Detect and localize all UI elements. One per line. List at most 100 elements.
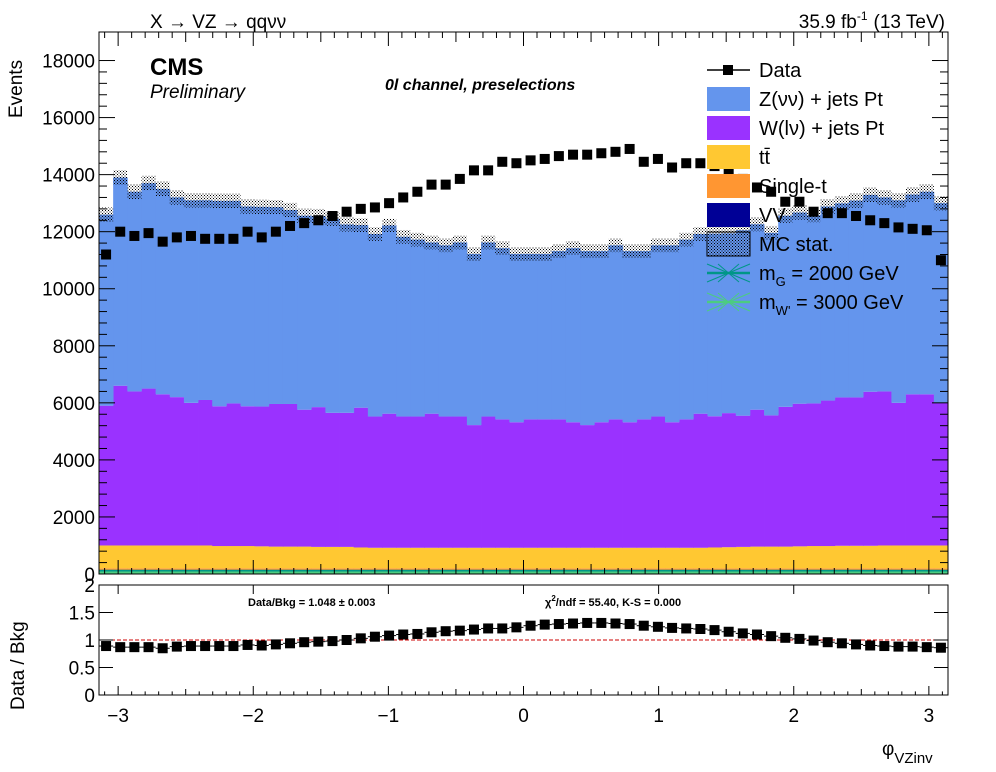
bar-zvv-0 — [99, 214, 114, 406]
xtick-label-2: 2 — [788, 706, 799, 727]
mcstat-band-24 — [438, 238, 453, 253]
legend-mcstat: MC stat. — [706, 231, 833, 257]
bar-tt-17 — [339, 546, 355, 569]
bar-zvv-50 — [806, 215, 822, 404]
bar-zvv-19 — [367, 233, 383, 417]
bar-zvv-58 — [919, 191, 935, 395]
ratio-point-7 — [200, 641, 211, 652]
bar-zvv-15 — [311, 215, 326, 408]
bar-tt-15 — [311, 546, 326, 569]
data-point-31 — [539, 153, 550, 164]
ratio-point-32 — [553, 619, 564, 630]
bar-zvv-21 — [396, 236, 411, 417]
bar-tt-51 — [820, 546, 836, 569]
mcstat-band-21 — [396, 229, 411, 244]
ratio-y-axis-title: Data / Bkg — [8, 621, 29, 710]
mcstat-band-54 — [863, 187, 878, 203]
bar-wlv-11 — [254, 406, 270, 547]
ratio-point-35 — [596, 617, 607, 628]
data-point-13 — [285, 220, 296, 231]
bar-wlv-54 — [863, 391, 878, 546]
bar-tt-36 — [608, 547, 623, 569]
bar-zvv-9 — [226, 200, 241, 404]
ratio-point-31 — [539, 619, 550, 630]
data-point-19 — [369, 202, 380, 213]
ratio-point-19 — [369, 631, 380, 642]
bar-tt-27 — [481, 547, 496, 569]
bar-zvv-34 — [580, 251, 595, 426]
ratio-point-40 — [667, 622, 678, 633]
bar-tt-3 — [141, 545, 156, 569]
bar-tt-4 — [155, 545, 171, 569]
bar-wlv-51 — [820, 400, 836, 547]
bar-tt-33 — [565, 547, 581, 569]
mcstat-band-41 — [679, 232, 694, 247]
ratio-point-15 — [313, 636, 324, 647]
bar-wlv-59 — [933, 402, 948, 546]
main-ytick-label-18000: 18000 — [42, 52, 95, 73]
bar-wlv-56 — [891, 402, 906, 546]
bar-wlv-7 — [198, 399, 213, 546]
mcstat-band-52 — [834, 196, 849, 211]
bar-wlv-38 — [636, 419, 652, 548]
bar-wlv-40 — [665, 422, 680, 548]
data-point-21 — [398, 192, 409, 203]
mcstat-band-49 — [792, 205, 807, 220]
ratio-point-39 — [652, 621, 663, 632]
data-point-35 — [596, 148, 607, 159]
bar-wlv-19 — [367, 416, 383, 548]
mcstat-band-13 — [282, 202, 298, 218]
bar-zvv-57 — [905, 194, 921, 395]
data-point-54 — [865, 215, 876, 226]
bar-zvv-22 — [410, 239, 425, 417]
bar-zvv-49 — [792, 212, 807, 404]
bar-wlv-26 — [466, 425, 482, 548]
data-point-25 — [454, 173, 465, 184]
mcstat-band-6 — [183, 193, 199, 208]
bar-wlv-49 — [792, 403, 807, 547]
bar-wlv-20 — [382, 413, 397, 548]
data-point-57 — [907, 223, 918, 234]
bar-zvv-8 — [212, 200, 227, 407]
mcstat-band-48 — [778, 208, 793, 223]
mcstat-band-27 — [481, 235, 496, 250]
bar-zvv-14 — [297, 215, 312, 410]
energy-label: (13 TeV) — [874, 12, 945, 33]
bar-tt-38 — [636, 547, 652, 569]
bar-wlv-18 — [353, 407, 369, 548]
bar-wlv-15 — [311, 407, 326, 547]
ratio-point-59 — [935, 642, 946, 653]
mcstat-band-29 — [509, 247, 524, 261]
data-point-4 — [157, 236, 168, 247]
data-point-46 — [751, 182, 762, 193]
bar-zvv-53 — [848, 200, 864, 398]
data-point-44 — [723, 168, 734, 179]
data-point-48 — [780, 196, 791, 207]
ratio-point-1 — [115, 642, 126, 653]
bar-tt-52 — [834, 545, 850, 569]
bar-wlv-5 — [169, 397, 185, 546]
mcstat-band-46 — [749, 217, 765, 232]
ratio-ytick-label-1: 1 — [84, 631, 95, 652]
bar-zvv-4 — [155, 188, 171, 395]
bar-tt-34 — [580, 547, 595, 569]
bar-wlv-44 — [721, 413, 737, 548]
mcstat-band-8 — [212, 193, 227, 209]
bar-zvv-28 — [495, 248, 510, 420]
data-point-42 — [695, 158, 706, 169]
data-point-58 — [921, 225, 932, 236]
bar-tt-11 — [254, 546, 270, 569]
ratio-point-27 — [483, 623, 494, 634]
mcstat-band-39 — [650, 238, 665, 253]
data-point-17 — [341, 206, 352, 217]
lumi-label: 35.9 fb-1 (13 TeV) — [799, 9, 945, 33]
ratio-point-24 — [440, 626, 451, 637]
ratio-point-52 — [836, 638, 847, 649]
bar-tt-29 — [509, 547, 524, 569]
bar-wlv-30 — [523, 419, 539, 548]
bar-tt-23 — [424, 547, 439, 569]
ratio-point-54 — [865, 640, 876, 651]
bar-tt-53 — [848, 545, 864, 569]
data-point-37 — [624, 143, 635, 154]
ratio-ytick-label-1.5: 1.5 — [69, 604, 95, 625]
